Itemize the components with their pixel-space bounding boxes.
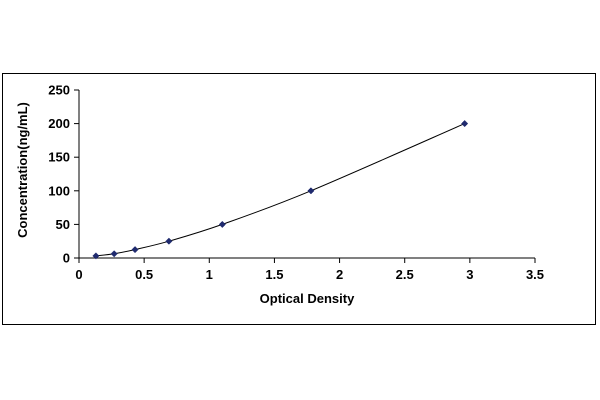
data-point-marker <box>461 120 469 128</box>
data-points <box>92 120 469 260</box>
x-tick-label: 1 <box>206 267 213 282</box>
data-point-marker <box>92 252 100 260</box>
data-point-marker <box>307 187 315 195</box>
data-point-marker <box>165 237 173 245</box>
y-tick-label: 100 <box>48 183 70 198</box>
x-tick-label: 3 <box>466 267 473 282</box>
data-point-marker <box>110 250 118 258</box>
x-tick-label: 3.5 <box>526 267 544 282</box>
x-axis-title: Optical Density <box>260 291 355 306</box>
x-tick-label: 1.5 <box>265 267 283 282</box>
x-tick-label: 0 <box>75 267 82 282</box>
y-axis-title: Concentration(ng/mL) <box>15 102 30 238</box>
y-tick-label: 250 <box>48 83 70 98</box>
axes <box>78 90 535 259</box>
data-point-marker <box>218 220 226 228</box>
y-tick-label: 150 <box>48 150 70 165</box>
x-tick-label: 0.5 <box>135 267 153 282</box>
data-point-marker <box>131 246 139 254</box>
chart-frame <box>2 73 596 325</box>
x-tick-label: 2 <box>336 267 343 282</box>
y-tick-label: 200 <box>48 116 70 131</box>
y-tick-label: 50 <box>56 217 70 232</box>
fit-curve <box>95 123 465 257</box>
y-tick-label: 0 <box>63 251 70 266</box>
y-ticks: 0 50 100 150 200 250 <box>48 83 79 266</box>
x-tick-label: 2.5 <box>396 267 414 282</box>
x-ticks: 0 0.5 1 1.5 2 2.5 3 3.5 <box>75 258 544 282</box>
